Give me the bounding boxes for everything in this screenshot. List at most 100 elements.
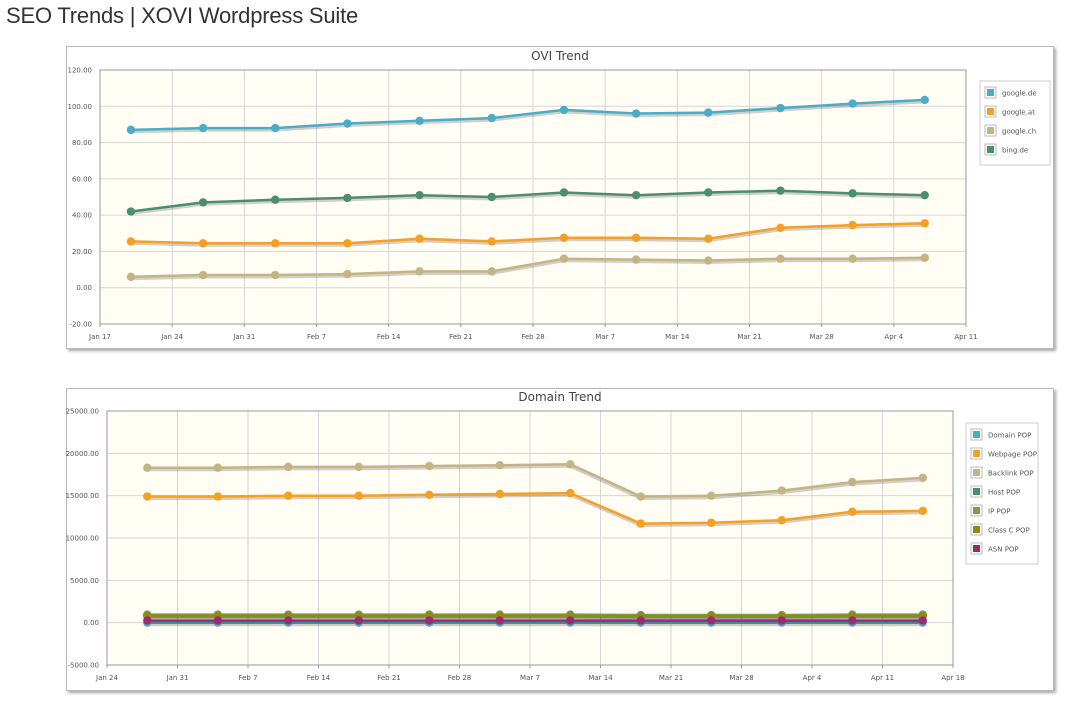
data-point <box>636 616 645 625</box>
legend-swatch <box>973 450 980 457</box>
legend-label: google.ch <box>1002 128 1036 136</box>
y-tick-label: 25000.00 <box>66 408 99 416</box>
legend-label: Backlink POP <box>988 470 1034 478</box>
x-tick-label: Feb 21 <box>449 333 473 341</box>
data-point <box>143 463 152 472</box>
data-point <box>918 506 927 516</box>
data-point <box>559 188 569 197</box>
domain-trend-chart-panel: Domain Trend 25000.00 20000.00 15000.00 100… <box>66 388 1054 691</box>
data-point <box>707 518 716 527</box>
data-point <box>198 239 208 248</box>
plot-border <box>106 410 954 666</box>
series-line-shadow <box>130 223 925 247</box>
data-point <box>920 253 929 262</box>
x-tick-label: Mar 14 <box>665 333 690 341</box>
legend-swatch <box>987 146 994 153</box>
data-point <box>848 616 857 625</box>
data-point <box>848 507 857 516</box>
data-point <box>354 616 363 625</box>
y-tick-label: -20.00 <box>69 321 92 329</box>
x-tick-label: Jan 31 <box>166 674 189 682</box>
y-tick-label: 0.00 <box>76 284 92 292</box>
x-tick-label: Feb 14 <box>307 674 331 682</box>
data-point <box>354 491 363 500</box>
legend-label: IP POP <box>988 508 1010 516</box>
series-bing-de <box>126 186 929 216</box>
data-point <box>495 489 504 499</box>
x-tick-label: Feb 7 <box>307 333 326 341</box>
data-point <box>487 113 496 123</box>
legend-item: Webpage POP <box>970 447 1037 460</box>
series-line <box>130 189 925 213</box>
data-point <box>126 272 136 282</box>
data-point <box>776 223 785 233</box>
data-point <box>213 492 222 501</box>
chart-title: OVI Trend <box>531 49 589 63</box>
data-point <box>848 220 857 230</box>
data-point <box>126 237 136 246</box>
data-point <box>213 463 222 472</box>
legend-swatch <box>973 507 980 514</box>
data-point <box>566 488 575 498</box>
series-google-de <box>126 95 929 135</box>
legend-label: bing.de <box>1002 147 1028 155</box>
x-tick-label: Mar 28 <box>729 674 753 682</box>
x-tick-label: Mar 21 <box>659 674 683 682</box>
series-group <box>143 460 927 627</box>
data-point <box>776 103 785 113</box>
data-point <box>631 190 641 200</box>
series-webpage-pop <box>143 488 927 528</box>
data-point <box>343 193 352 203</box>
data-point <box>776 254 785 263</box>
data-point <box>631 109 641 118</box>
data-point <box>198 198 208 207</box>
x-tick-label: Apr 11 <box>871 674 894 682</box>
data-point <box>354 462 363 472</box>
x-tick-label: Apr 4 <box>803 674 822 682</box>
y-tick-label: 20.00 <box>72 248 92 256</box>
series-line <box>130 256 925 279</box>
x-tick-label: Feb 21 <box>377 674 401 682</box>
data-point <box>425 490 434 500</box>
series-backlink-pop <box>143 460 927 501</box>
data-point <box>704 256 713 265</box>
data-point <box>848 99 857 108</box>
y-tick-label: 120.00 <box>68 67 93 75</box>
data-point <box>213 616 222 625</box>
x-tick-label: Apr 11 <box>954 333 977 341</box>
legend-swatch <box>987 89 994 96</box>
x-tick-label: Feb 28 <box>448 674 472 682</box>
y-tick-label: 0.00 <box>83 619 99 627</box>
data-point <box>704 108 713 117</box>
data-point <box>776 186 785 195</box>
data-point <box>495 616 504 625</box>
x-tick-label: Jan 24 <box>95 674 118 682</box>
data-point <box>271 123 280 133</box>
data-point <box>631 255 641 264</box>
y-tick-label: 100.00 <box>68 103 93 111</box>
legend-label: ASN POP <box>988 546 1019 554</box>
legend-item: Host POP <box>970 485 1020 498</box>
data-point <box>559 254 569 263</box>
ovi-trend-chart: 120.00 100.00 80.00 60.00 40.00 20.00 0.00 -20.… <box>68 67 1051 341</box>
legend-item: Backlink POP <box>970 466 1034 479</box>
data-point <box>343 239 352 248</box>
y-tick-label: -5000.00 <box>68 662 99 670</box>
data-point <box>425 461 434 471</box>
series-group <box>126 95 929 282</box>
y-tick-label: 40.00 <box>72 212 92 220</box>
data-point <box>848 477 857 487</box>
series-line-shadow <box>130 258 925 281</box>
x-axis: Jan 17 Jan 24 Jan 31 Feb 7 Feb 14 Feb 21 Feb 2… <box>88 70 978 341</box>
legend-item: bing.de <box>984 143 1028 156</box>
x-tick-label: Mar 14 <box>588 674 613 682</box>
legend: Domain POP Webpage POP Backlink POP Host PO… <box>965 422 1039 565</box>
data-point <box>415 234 424 243</box>
data-point <box>918 616 927 625</box>
legend-item: google.ch <box>984 124 1036 137</box>
legend-item: ASN POP <box>970 542 1019 555</box>
series-asn-pop <box>143 616 927 625</box>
legend-swatch <box>987 108 994 115</box>
data-point <box>631 233 641 243</box>
data-point <box>271 270 280 280</box>
